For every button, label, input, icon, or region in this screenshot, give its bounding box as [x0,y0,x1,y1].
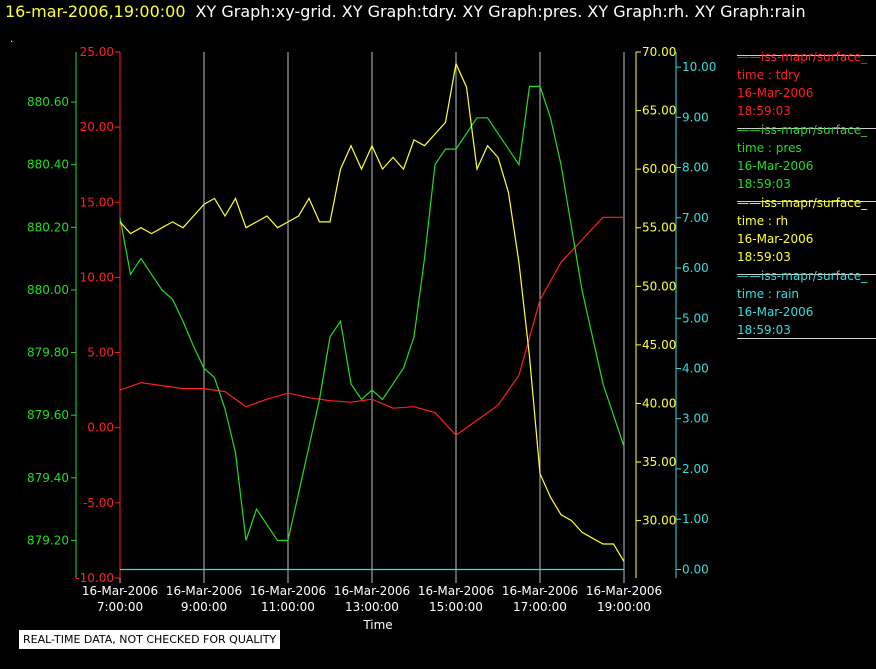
x-tick-date: 16-Mar-2006 [502,584,578,598]
pres-tick-label: 880.20 [27,220,69,234]
title-time: 16-mar-2006,19:00:00 [5,2,186,21]
rain-tick-label: 6.00 [682,261,709,275]
pres-tick-label: 879.40 [27,471,69,485]
tdry-tick-label: 15.00 [80,195,114,209]
rh-tick-label: 70.00 [642,45,676,59]
legend-series-name: ——iss-mapr/surface_ [737,196,868,210]
tdry-tick-label: -10.00 [75,571,114,585]
legend-entry: ——iss-mapr/surface_time : tdry 16-Mar-200… [737,48,876,120]
legend-time: 18:59:03 [737,177,791,191]
legend-entry: ——iss-mapr/surface_time : rain 16-Mar-200… [737,267,876,339]
legend-series-name: ——iss-mapr/surface_ [737,123,868,137]
pres-tick-label: 880.60 [27,95,69,109]
quality-notice: REAL-TIME DATA, NOT CHECKED FOR QUALITY [19,630,281,649]
legend-separator [737,128,876,129]
legend-field: time : tdry [737,68,801,82]
rain-tick-label: 0.00 [682,562,709,576]
x-tick-date: 16-Mar-2006 [82,584,158,598]
x-tick-date: 16-Mar-2006 [586,584,662,598]
legend-field: time : pres [737,141,802,155]
rain-tick-label: 3.00 [682,412,709,426]
legend-entry: ——iss-mapr/surface_time : pres 16-Mar-200… [737,121,876,193]
x-tick-time: 11:00:00 [261,600,315,614]
rh-series-line [119,61,625,562]
legend-separator [737,274,876,275]
pres-series-line [119,85,625,542]
x-tick-time: 13:00:00 [345,600,399,614]
x-tick-date: 16-Mar-2006 [250,584,326,598]
rain-tick-label: 4.00 [682,362,709,376]
rh-tick-label: 60.00 [642,162,676,176]
legend-field: time : rain [737,287,800,301]
legend-date: 16-Mar-2006 [737,86,814,100]
legend-field: time : rh [737,214,789,228]
tdry-tick-label: 5.00 [87,346,114,360]
x-tick-time: 19:00:00 [597,600,651,614]
status-dot: . [10,34,14,45]
x-axis-label: Time [362,618,392,632]
rh-tick-label: 55.00 [642,221,676,235]
rh-tick-label: 65.00 [642,104,676,118]
rain-tick-label: 5.00 [682,311,709,325]
x-tick-time: 17:00:00 [513,600,567,614]
tdry-tick-label: 25.00 [80,45,114,59]
title-graph-list: XY Graph:xy-grid. XY Graph:tdry. XY Grap… [195,2,806,21]
legend-date: 16-Mar-2006 [737,159,814,173]
legend-separator [737,201,876,202]
x-tick-time: 7:00:00 [97,600,143,614]
tdry-tick-label: -5.00 [83,496,114,510]
legend-series-name: ——iss-mapr/surface_ [737,269,868,283]
rain-tick-label: 7.00 [682,211,709,225]
title-bar: 16-mar-2006,19:00:00 XY Graph:xy-grid. XY… [5,2,806,21]
pres-tick-label: 879.80 [27,346,69,360]
x-tick-time: 9:00:00 [181,600,227,614]
rh-tick-label: 40.00 [642,396,676,410]
legend-separator [737,55,876,56]
x-tick-date: 16-Mar-2006 [166,584,242,598]
legend-time: 18:59:03 [737,250,791,264]
x-tick-date: 16-Mar-2006 [418,584,494,598]
tdry-tick-label: 20.00 [80,120,114,134]
rh-tick-label: 45.00 [642,338,676,352]
legend-entry: ——iss-mapr/surface_time : rh 16-Mar-2006 1… [737,194,876,266]
legend-series-name: ——iss-mapr/surface_ [737,50,868,64]
x-tick-date: 16-Mar-2006 [334,584,410,598]
pres-tick-label: 880.00 [27,283,69,297]
rain-tick-label: 2.00 [682,462,709,476]
rain-tick-label: 9.00 [682,110,709,124]
rh-tick-label: 35.00 [642,455,676,469]
legend-separator [737,338,876,339]
rain-tick-label: 1.00 [682,512,709,526]
legend-date: 16-Mar-2006 [737,305,814,319]
rh-tick-label: 30.00 [642,514,676,528]
legend-time: 18:59:03 [737,104,791,118]
x-tick-time: 15:00:00 [429,600,483,614]
tdry-series-line [119,216,624,436]
tdry-tick-label: 0.00 [87,421,114,435]
pres-tick-label: 879.20 [27,533,69,547]
rain-tick-label: 10.00 [682,60,716,74]
legend-time: 18:59:03 [737,323,791,337]
legend-date: 16-Mar-2006 [737,232,814,246]
rain-tick-label: 8.00 [682,161,709,175]
pres-tick-label: 880.40 [27,158,69,172]
pres-tick-label: 879.60 [27,408,69,422]
tdry-tick-label: 10.00 [80,270,114,284]
rh-tick-label: 50.00 [642,279,676,293]
